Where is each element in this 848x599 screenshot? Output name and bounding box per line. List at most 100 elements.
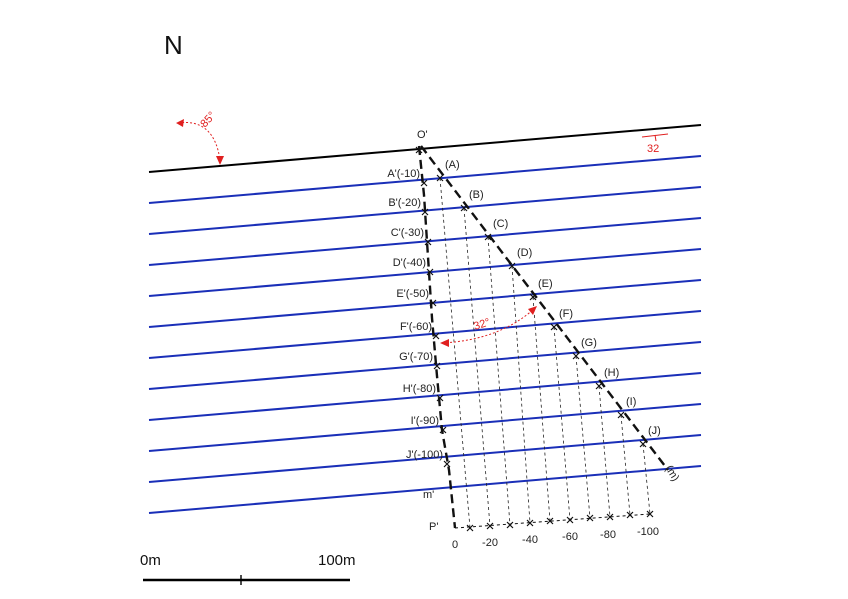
point-marker — [626, 511, 634, 519]
contour-line — [148, 279, 702, 328]
contour-line — [148, 403, 702, 452]
dip-label-g: (G) — [581, 337, 597, 349]
dip-symbol-tick — [654, 134, 657, 142]
bottom-point-label: P' — [429, 521, 438, 533]
dip-label-j: (J) — [648, 425, 661, 437]
point-marker — [486, 522, 494, 530]
dip-angle-label: 32° — [472, 316, 492, 333]
strike-arrow-head-bottom — [216, 156, 224, 165]
projection-line — [487, 236, 511, 526]
contour-line — [148, 341, 702, 390]
projection-line — [511, 265, 531, 524]
projection-lines — [439, 177, 651, 529]
depth-label-a: A'(-10) — [387, 168, 420, 180]
dip-line — [420, 145, 669, 471]
projection-line — [463, 207, 491, 527]
dip-label-d: (D) — [517, 247, 532, 259]
strike-angle-arc — [177, 121, 221, 161]
dip-arrow-head-right — [528, 306, 537, 315]
dip-label-f: (F) — [559, 308, 573, 320]
dip-symbol-label: 32 — [647, 143, 659, 155]
projection-line — [598, 385, 611, 518]
depth-tick-label: -100 — [637, 526, 659, 538]
contour-line — [148, 248, 702, 297]
depth-tick-label: -20 — [482, 537, 498, 549]
point-marker — [426, 268, 434, 276]
point-marker — [550, 323, 558, 331]
point-marker — [646, 510, 654, 518]
section-label: m' — [423, 489, 434, 501]
north-label: N — [164, 30, 183, 60]
projection-line — [532, 296, 551, 522]
point-marker — [508, 262, 516, 270]
depth-labels: A'(-10) B'(-20) C'(-30) D'(-40) E'(-50) F'(-6… — [387, 168, 443, 461]
point-marker — [443, 460, 451, 468]
contour-line — [148, 372, 702, 421]
depth-label-i: I'(-90) — [411, 415, 439, 427]
depth-label-d: D'(-40) — [393, 257, 426, 269]
depth-label-c: C'(-30) — [391, 227, 424, 239]
scale-start-label: 0m — [140, 552, 161, 569]
depth-tick-label: -60 — [562, 531, 578, 543]
depth-label-e: E'(-50) — [396, 288, 429, 300]
depth-label-j: J'(-100) — [406, 449, 443, 461]
scale-end-label: 100m — [318, 552, 356, 569]
dip-label-c: (C) — [493, 218, 508, 230]
point-marker — [424, 238, 432, 246]
projection-line — [575, 355, 591, 519]
point-markers — [415, 146, 654, 532]
point-marker — [432, 332, 440, 340]
point-marker — [421, 208, 429, 216]
depth-label-g: G'(-70) — [399, 351, 433, 363]
point-marker — [546, 517, 554, 525]
dip-label-e: (E) — [538, 278, 553, 290]
section-line — [417, 145, 457, 529]
point-marker — [460, 204, 468, 212]
point-marker — [433, 362, 441, 370]
point-marker — [572, 352, 580, 360]
dip-line-label: (m) — [662, 463, 681, 483]
point-marker — [415, 146, 423, 154]
depth-tick-label: 0 — [452, 539, 458, 551]
point-marker — [526, 519, 534, 527]
depth-label-h: H'(-80) — [403, 383, 436, 395]
point-marker — [420, 179, 428, 187]
point-marker — [429, 299, 437, 307]
point-marker — [436, 394, 444, 402]
contour-line — [148, 155, 702, 204]
point-marker — [436, 174, 444, 182]
point-marker — [529, 293, 537, 301]
projection-line — [620, 414, 631, 516]
depth-scale-line — [454, 513, 651, 529]
strike-angle-label: 85° — [198, 110, 218, 130]
contour-lines — [148, 155, 702, 514]
contour-line — [148, 465, 702, 514]
point-marker — [639, 440, 647, 448]
top-point-label: O' — [417, 129, 428, 141]
dip-label-i: (I) — [626, 396, 636, 408]
dip-arrow-head-left — [440, 339, 449, 347]
strike-arrow-head-left — [176, 119, 184, 127]
depth-tick-label: -80 — [600, 529, 616, 541]
projection-line — [439, 177, 471, 529]
depth-tick-label: -40 — [522, 534, 538, 546]
point-marker — [566, 516, 574, 524]
depth-label-b: B'(-20) — [388, 197, 421, 209]
point-marker — [606, 513, 614, 521]
point-marker — [595, 382, 603, 390]
point-marker — [466, 524, 474, 532]
projection-line — [642, 443, 651, 515]
depth-label-f: F'(-60) — [400, 321, 432, 333]
depth-scale-marks: 0 -20 -40 -60 -80 -100 — [452, 526, 659, 551]
dip-label-b: (B) — [469, 189, 484, 201]
point-marker — [484, 233, 492, 241]
dip-label-h: (H) — [604, 367, 619, 379]
point-marker — [586, 514, 594, 522]
dip-point-labels: (A) (B) (C) (D) (E) (F) (G) (H) (I) (J) — [445, 159, 661, 437]
projection-line — [553, 326, 571, 521]
contour-line — [148, 434, 702, 483]
point-marker — [506, 521, 514, 529]
point-marker — [439, 426, 447, 434]
contour-line — [148, 310, 702, 359]
